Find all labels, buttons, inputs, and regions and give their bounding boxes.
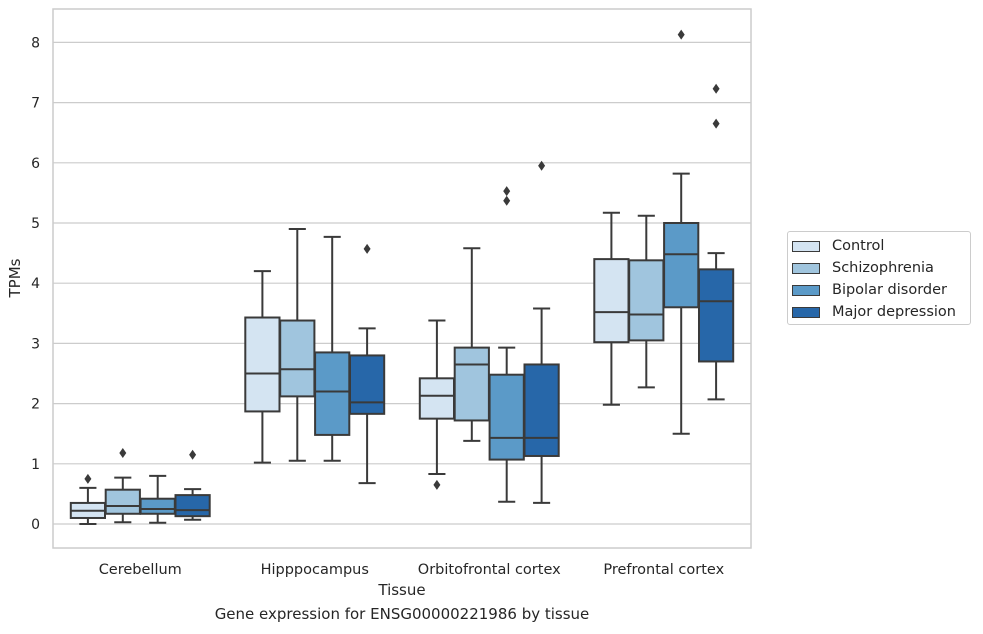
- legend-label-major-depression: Major depression: [832, 304, 956, 320]
- legend-swatch-bipolar-disorder: [792, 284, 820, 296]
- legend-swatch-control: [792, 240, 820, 252]
- box-body: [104, 488, 141, 515]
- y-axis-label: TPMs: [6, 258, 24, 298]
- boxes: [69, 29, 735, 525]
- outlier-point: [712, 83, 720, 94]
- box: [697, 83, 735, 401]
- box: [174, 449, 211, 521]
- box-body: [697, 268, 735, 363]
- box-body: [628, 259, 665, 342]
- y-tick-label: 5: [31, 216, 40, 232]
- outlier-point: [84, 473, 92, 484]
- legend-item-major-depression: Major depression: [792, 302, 956, 322]
- box-body: [174, 494, 211, 518]
- y-tick-label: 8: [31, 35, 40, 51]
- outlier-point: [119, 447, 127, 458]
- box-body: [593, 258, 630, 344]
- legend: Control Schizophrenia Bipolar disorder M…: [787, 231, 971, 325]
- legend-label-control: Control: [832, 238, 885, 254]
- y-tick-label: 3: [31, 336, 40, 352]
- legend-swatch-schizophrenia: [792, 262, 820, 274]
- y-tick-label: 4: [31, 276, 40, 292]
- box-body: [139, 497, 176, 515]
- box: [523, 160, 560, 504]
- x-tick-label: Cerebellum: [99, 562, 182, 578]
- legend-label-bipolar-disorder: Bipolar disorder: [832, 282, 947, 298]
- box-body: [244, 316, 281, 413]
- box-body: [418, 377, 456, 420]
- x-axis-label: Tissue: [377, 581, 425, 599]
- outlier-point: [189, 449, 197, 460]
- box-body: [314, 351, 351, 436]
- legend-item-schizophrenia: Schizophrenia: [792, 258, 934, 278]
- legend-label-schizophrenia: Schizophrenia: [832, 260, 934, 276]
- outlier-point: [433, 479, 441, 490]
- box: [244, 270, 281, 464]
- legend-item-control: Control: [792, 236, 884, 256]
- outlier-point: [363, 243, 371, 254]
- box: [663, 29, 700, 435]
- box: [348, 243, 386, 485]
- outlier-point: [503, 186, 511, 197]
- box: [628, 214, 665, 389]
- box-body: [348, 354, 386, 415]
- y-tick-label: 1: [31, 457, 40, 473]
- box-body: [488, 373, 525, 461]
- y-tick-label: 6: [31, 156, 40, 172]
- box-body: [453, 346, 490, 422]
- x-tick-label: Orbitofrontal cortex: [418, 562, 561, 578]
- outlier-point: [677, 29, 685, 40]
- outlier-point: [538, 160, 546, 171]
- x-axis-ticks: Cerebellum Hipppocampus Orbitofrontal cort…: [99, 562, 725, 578]
- y-tick-label: 7: [31, 96, 40, 112]
- box: [488, 186, 525, 503]
- legend-item-bipolar-disorder: Bipolar disorder: [792, 280, 947, 300]
- x-tick-label: Prefrontal cortex: [603, 562, 724, 578]
- y-tick-label: 2: [31, 397, 40, 413]
- box: [139, 474, 176, 524]
- y-tick-label: 0: [31, 517, 40, 533]
- box-body: [279, 319, 316, 398]
- box: [279, 228, 316, 462]
- box: [593, 211, 630, 406]
- box-body: [523, 363, 560, 457]
- gridlines: [53, 41, 751, 525]
- outlier-point: [503, 195, 511, 206]
- legend-swatch-major-depression: [792, 306, 820, 318]
- y-axis-ticks: 0 1 2 3 4 5 6 7 8: [31, 35, 40, 533]
- x-tick-label: Hipppocampus: [261, 562, 369, 578]
- outlier-point: [712, 118, 720, 129]
- box-body: [663, 222, 700, 309]
- box: [69, 473, 107, 525]
- chart-caption: Gene expression for ENSG00000221986 by t…: [214, 605, 590, 623]
- box: [314, 235, 351, 462]
- box: [418, 319, 456, 490]
